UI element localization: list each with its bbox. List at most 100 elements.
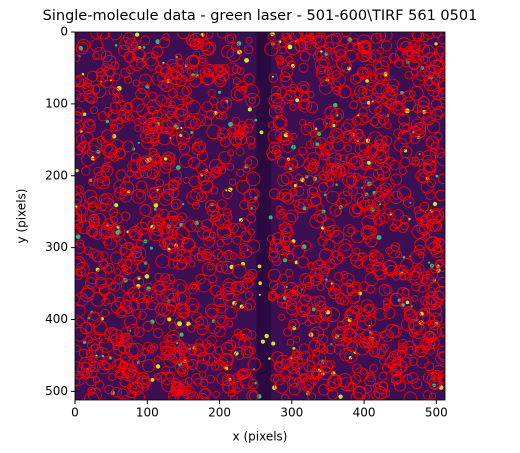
detection-circle <box>400 258 414 272</box>
detection-circle <box>329 204 343 217</box>
detection-circle <box>230 42 241 52</box>
detection-circle <box>314 295 326 307</box>
detection-circle <box>319 76 330 87</box>
bright-spot <box>184 64 188 68</box>
detection-circle <box>273 361 285 373</box>
detection-circle <box>171 202 179 210</box>
detection-circle <box>75 134 86 145</box>
detection-circle <box>309 329 320 339</box>
detection-circle <box>203 63 216 76</box>
detection-circle <box>303 294 312 302</box>
detection-circle <box>78 356 93 371</box>
detection-circle <box>123 259 138 274</box>
detection-circle <box>114 94 124 104</box>
detection-circle <box>189 118 202 130</box>
detection-circle <box>298 343 310 354</box>
detection-circle <box>278 273 289 284</box>
detection-circle <box>357 315 372 330</box>
detection-circle <box>108 327 118 337</box>
detection-circle <box>314 137 327 149</box>
detection-circle <box>99 333 110 344</box>
detection-circle <box>288 32 303 41</box>
detection-circle <box>364 167 379 183</box>
detection-circle <box>286 338 295 347</box>
detection-circle <box>275 55 284 63</box>
detection-circle <box>128 226 143 241</box>
detection-circle <box>239 333 248 342</box>
detection-circle <box>111 72 121 82</box>
detection-circle <box>217 316 226 325</box>
detection-circle <box>133 391 145 400</box>
bright-spot <box>82 340 87 345</box>
detection-circle <box>301 32 311 40</box>
detection-circle <box>299 51 311 62</box>
detection-circle <box>120 242 135 257</box>
detection-circle <box>142 320 154 332</box>
detection-circle <box>331 130 340 139</box>
detection-circle <box>357 252 365 260</box>
bright-spot <box>144 274 150 279</box>
detection-circle <box>293 185 305 197</box>
detection-circle <box>224 306 238 320</box>
detection-circle <box>395 251 403 259</box>
detection-circle <box>415 169 429 183</box>
detection-circle <box>75 90 81 100</box>
detection-circle <box>408 90 416 98</box>
detection-circle <box>176 67 192 82</box>
detection-circle <box>208 64 224 79</box>
detection-circle <box>75 75 85 88</box>
detection-circle <box>361 85 374 97</box>
detection-circle <box>412 32 425 42</box>
detection-circle <box>132 291 146 304</box>
detection-circle <box>295 173 303 182</box>
bright-spot <box>347 66 351 71</box>
bright-spot <box>186 321 191 327</box>
detection-circle <box>207 88 216 97</box>
detection-circle <box>93 46 106 60</box>
detection-circle <box>434 105 445 117</box>
detection-circle <box>371 390 381 400</box>
detection-circle <box>425 190 436 201</box>
detection-circle <box>369 251 384 266</box>
detection-circle <box>145 129 160 144</box>
detection-circle <box>246 213 256 223</box>
detection-circle <box>403 306 413 316</box>
detection-circle <box>212 217 221 226</box>
detection-circle <box>399 273 407 281</box>
detection-circle <box>419 201 430 212</box>
detection-circle <box>223 249 234 260</box>
detection-circle <box>215 290 225 300</box>
detection-circle <box>365 51 373 59</box>
detection-circle <box>327 388 339 400</box>
detection-circle <box>235 146 245 156</box>
detection-circle <box>88 213 100 225</box>
detection-circle <box>436 324 445 337</box>
detection-circle <box>409 250 424 265</box>
detection-circle <box>297 305 310 318</box>
detection-circle <box>187 283 199 295</box>
bright-spot <box>379 203 382 206</box>
bright-spot <box>332 123 336 128</box>
detection-circle <box>209 214 218 223</box>
detection-circle <box>318 56 330 68</box>
detection-circle <box>168 100 176 109</box>
bright-spot <box>218 90 222 94</box>
detection-circle <box>82 358 96 373</box>
detection-circle <box>282 93 293 104</box>
bright-spot <box>244 57 249 63</box>
detection-circle <box>113 268 121 276</box>
detection-circle <box>278 313 286 321</box>
detection-circle <box>362 225 374 237</box>
detection-circle <box>291 348 300 357</box>
detection-circle <box>267 151 277 161</box>
detection-circle <box>90 311 100 321</box>
detection-circle <box>327 288 336 297</box>
detection-circle <box>97 176 111 190</box>
detection-circle <box>426 212 438 224</box>
detection-circle <box>247 142 255 150</box>
detection-circle <box>395 93 407 105</box>
detection-circle <box>139 73 152 86</box>
detection-circle <box>303 157 317 171</box>
detection-circle <box>75 118 84 133</box>
detection-circle <box>214 346 224 355</box>
